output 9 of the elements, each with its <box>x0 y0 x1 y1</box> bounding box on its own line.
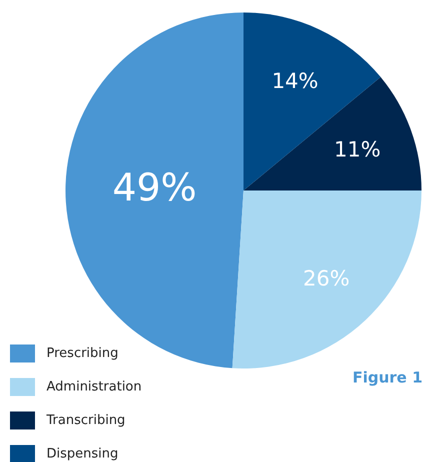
caption: Figure 1 <box>352 368 423 386</box>
data-label: 11% <box>334 138 381 162</box>
data-label: 49% <box>112 166 197 210</box>
legend-label: Prescribing <box>46 346 118 361</box>
legend-label: Administration <box>46 380 142 394</box>
legend-label: Dispensing <box>46 446 118 462</box>
data-label: 26% <box>303 266 350 291</box>
legend-label: Transcribing <box>46 413 126 428</box>
data-label: 14% <box>272 68 318 93</box>
